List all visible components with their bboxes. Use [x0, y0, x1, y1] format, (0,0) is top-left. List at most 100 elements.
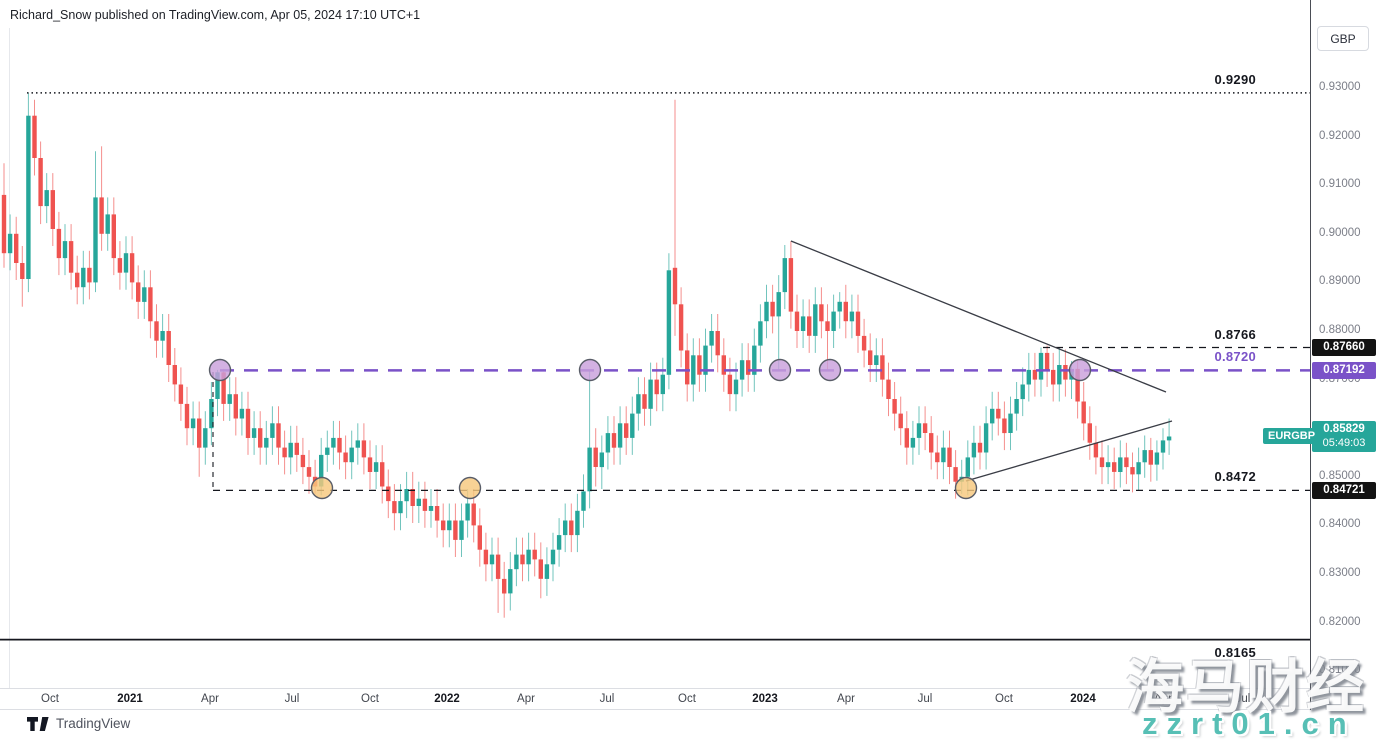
candle-body — [26, 115, 31, 279]
orange-marker-circle[interactable] — [954, 476, 978, 500]
candle-body — [593, 447, 598, 467]
trendline-ascending[interactable] — [965, 420, 1173, 482]
candle-body — [1075, 368, 1080, 402]
candle-body — [703, 345, 708, 375]
candle-body — [148, 287, 153, 322]
price-tick-label: 0.90000 — [1319, 226, 1361, 239]
candle-body — [636, 394, 641, 414]
candle-body — [1032, 369, 1038, 380]
candle-body — [50, 190, 55, 229]
candle-body — [910, 437, 916, 448]
candle-body — [258, 428, 263, 448]
purple-marker-circle[interactable] — [578, 358, 602, 382]
candle-body — [983, 423, 989, 453]
plot-left-border — [9, 28, 10, 710]
candle-body — [1130, 467, 1135, 475]
candle-body — [495, 554, 501, 579]
time-tick-label: Apr — [1154, 693, 1172, 705]
candle-body — [843, 301, 848, 322]
candle-body — [868, 350, 873, 365]
tradingview-logo-text: TradingView — [56, 716, 131, 731]
level-label-0.8472: 0.8472 — [1214, 469, 1256, 485]
candle-body — [514, 554, 519, 570]
candle-body — [367, 457, 373, 472]
candle-body — [1118, 457, 1123, 472]
candle-body — [977, 442, 983, 453]
candle-body — [239, 408, 245, 419]
candle-body — [697, 355, 702, 375]
candle-body — [172, 365, 177, 385]
candle-body — [483, 549, 489, 565]
trendline-descending[interactable] — [790, 240, 1167, 393]
candle-body — [880, 355, 885, 380]
purple-marker-circle[interactable] — [1068, 358, 1092, 382]
candle-body — [617, 423, 623, 448]
candle-body — [123, 253, 129, 273]
purple-marker-circle[interactable] — [818, 358, 842, 382]
price-tick-label: 0.84000 — [1319, 518, 1361, 531]
time-tick-label: Apr — [517, 693, 535, 705]
candle-body — [471, 503, 476, 526]
candle-body — [1148, 450, 1153, 465]
candle-body — [300, 454, 306, 468]
candle-body — [380, 462, 385, 487]
symbol-price-label: EURGBP — [1263, 428, 1321, 444]
candle-body — [642, 394, 647, 409]
time-tick-label: Jul — [917, 693, 933, 705]
purple-marker-circle[interactable] — [768, 358, 792, 382]
candle-body — [416, 498, 421, 506]
candle-body — [758, 321, 763, 346]
time-tick-label: Jul — [599, 693, 615, 705]
candle-body — [166, 331, 171, 365]
candle-body — [922, 423, 928, 433]
candle-body — [203, 428, 208, 448]
candle-body — [898, 413, 903, 429]
candle-body — [929, 433, 934, 453]
attribution-text: Richard_Snow published on TradingView.co… — [10, 8, 421, 22]
candle-body — [288, 442, 293, 458]
candle-body — [550, 549, 556, 565]
candle-body — [215, 372, 220, 399]
candle-body — [526, 549, 531, 565]
time-tick-label: Jul — [284, 693, 300, 705]
candle-body — [599, 452, 604, 468]
candle-body — [648, 379, 653, 409]
level-label-0.8165: 0.8165 — [1214, 644, 1256, 660]
purple-marker-circle[interactable] — [208, 358, 232, 382]
candle-body — [800, 316, 806, 331]
candle-body — [105, 214, 110, 234]
price-chart[interactable] — [0, 0, 1310, 688]
candle-body — [355, 440, 360, 448]
candle-body — [87, 267, 92, 283]
candle-body — [319, 454, 324, 487]
time-axis[interactable]: Oct 2021 Apr Jul Oct 2022 Apr Jul Oct 2023 Apr Jul O… — [0, 688, 1377, 710]
candle-body — [575, 510, 580, 536]
tradingview-logo[interactable]: TradingView — [27, 716, 130, 731]
candle-body — [746, 360, 751, 375]
candle-body — [68, 241, 74, 273]
candle-body — [520, 554, 525, 565]
time-tick-label: Jul — [1235, 693, 1251, 705]
candle-body — [1160, 440, 1166, 453]
time-tick-label: Oct — [678, 693, 696, 705]
candle-body — [1, 194, 7, 254]
candle-body — [813, 304, 818, 336]
price-tick-label: 0.88000 — [1319, 324, 1361, 336]
candle-body — [971, 442, 977, 458]
candle-body — [825, 321, 830, 331]
candle-body — [306, 467, 312, 477]
candle-body — [129, 253, 135, 283]
candle-body — [325, 447, 330, 455]
orange-marker-circle[interactable] — [310, 476, 334, 500]
candle-body — [624, 423, 629, 438]
candle-body — [508, 569, 513, 594]
candle-body — [251, 428, 257, 438]
candle-body — [715, 331, 720, 356]
currency-button[interactable]: GBP — [1317, 26, 1369, 51]
candle-body — [532, 549, 537, 560]
price-axis[interactable]: GBP 0.93000 0.92000 0.91000 0.90000 0.89000 0… — [1310, 0, 1377, 710]
price-tick-label: 0.83000 — [1319, 567, 1361, 579]
orange-marker-circle[interactable] — [458, 476, 482, 500]
candle-body — [666, 270, 672, 375]
candle-body — [337, 437, 342, 453]
